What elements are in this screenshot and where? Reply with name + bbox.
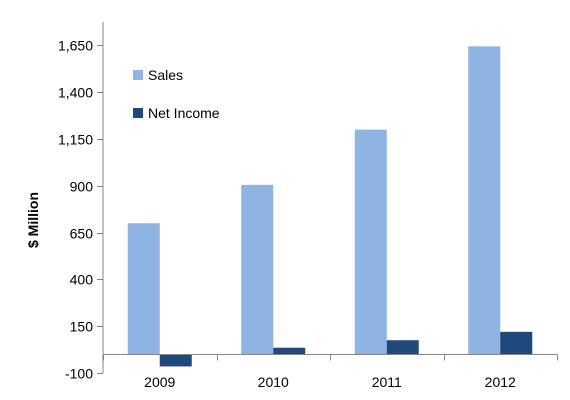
legend-label: Net Income (148, 105, 220, 121)
x-tick-label: 2011 (372, 374, 402, 390)
y-axis: -100 150 400 650 900 1,150 1,400 1,650 (58, 22, 104, 382)
legend-swatch (133, 70, 143, 80)
bar-net-income-2009 (159, 354, 192, 367)
y-tick-label: 900 (70, 179, 94, 195)
x-tick-label: 2012 (485, 374, 516, 390)
bar-sales-2011 (354, 129, 387, 355)
y-axis-title: $ Million (25, 192, 41, 248)
bar-sales-2010 (241, 184, 274, 355)
x-tick-label: 2009 (144, 374, 175, 390)
bar-net-income-2011 (386, 340, 419, 355)
y-tick-label: 400 (70, 272, 94, 288)
bar-sales-2009 (127, 223, 160, 355)
y-tick-label: 150 (70, 319, 94, 335)
y-tick-label: 1,400 (58, 85, 93, 101)
legend-label: Sales (148, 67, 183, 83)
bar-net-income-2012 (500, 331, 533, 355)
y-tick-label: 1,650 (58, 38, 93, 54)
bar-sales-2012 (468, 46, 501, 355)
x-tick-label: 2010 (258, 374, 289, 390)
legend: Sales Net Income (133, 67, 220, 121)
bar-net-income-2010 (273, 347, 306, 355)
y-tick-label: 1,150 (58, 132, 93, 148)
y-tick-label: 650 (70, 226, 94, 242)
legend-swatch (133, 108, 143, 118)
bars (127, 46, 533, 367)
x-axis: 2009 2010 2011 2012 (103, 354, 558, 390)
y-tick-label: -100 (65, 366, 93, 382)
